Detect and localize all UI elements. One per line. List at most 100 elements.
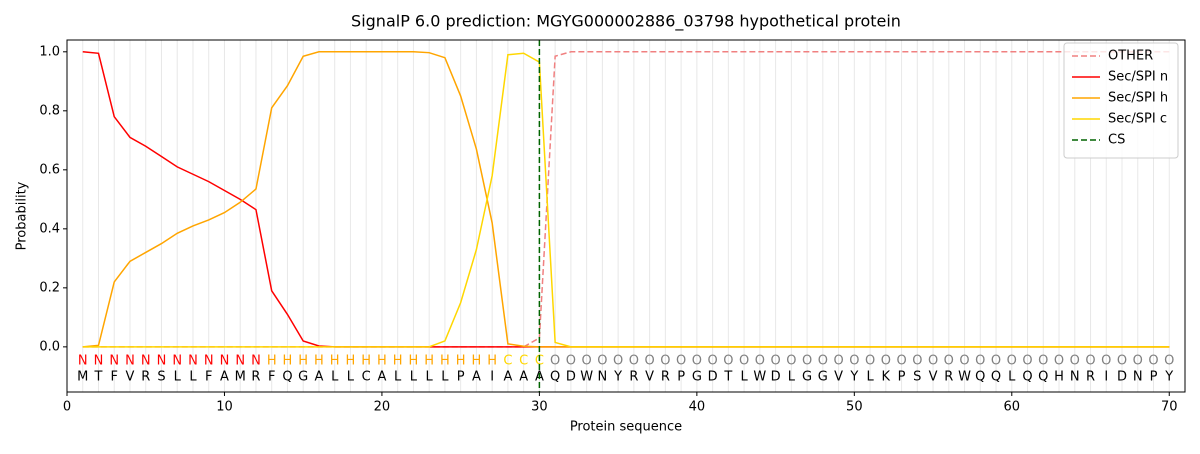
region-label: C bbox=[519, 354, 528, 369]
residue: L bbox=[347, 370, 355, 385]
residue: Q bbox=[975, 370, 985, 385]
region-label: O bbox=[550, 354, 560, 369]
region-label: N bbox=[157, 354, 167, 369]
y-tick-label: 0.8 bbox=[39, 103, 60, 118]
residue: N bbox=[1070, 370, 1080, 385]
region-label: N bbox=[141, 354, 151, 369]
residue: L bbox=[410, 370, 418, 385]
residue: P bbox=[677, 370, 685, 385]
region-label: N bbox=[188, 354, 198, 369]
region-label: O bbox=[1007, 354, 1017, 369]
region-label: O bbox=[1038, 354, 1048, 369]
residue: G bbox=[692, 370, 702, 385]
y-axis-label: Probability bbox=[15, 181, 30, 250]
region-label: O bbox=[660, 354, 670, 369]
region-label: N bbox=[251, 354, 261, 369]
residue: L bbox=[426, 370, 434, 385]
region-label: N bbox=[125, 354, 135, 369]
region-label: O bbox=[770, 354, 780, 369]
residue: P bbox=[457, 370, 465, 385]
region-label: H bbox=[409, 354, 419, 369]
region-label: O bbox=[613, 354, 623, 369]
residue: F bbox=[110, 370, 117, 385]
residue: L bbox=[866, 370, 874, 385]
residue: W bbox=[958, 370, 971, 385]
residue: D bbox=[708, 370, 718, 385]
residue: S bbox=[913, 370, 921, 385]
region-label: O bbox=[1164, 354, 1174, 369]
residue: A bbox=[503, 370, 512, 385]
residue: L bbox=[331, 370, 339, 385]
region-label: N bbox=[94, 354, 104, 369]
region-label: O bbox=[1070, 354, 1080, 369]
residue: R bbox=[251, 370, 260, 385]
series-line bbox=[82, 51, 1170, 348]
region-label: O bbox=[1022, 354, 1032, 369]
x-tick-label: 50 bbox=[846, 400, 863, 415]
residue: W bbox=[580, 370, 593, 385]
region-label: H bbox=[472, 354, 482, 369]
region-label: H bbox=[346, 354, 356, 369]
region-label: O bbox=[975, 354, 985, 369]
residue: M bbox=[77, 370, 88, 385]
region-label: N bbox=[220, 354, 230, 369]
residue: V bbox=[834, 370, 843, 385]
residue: D bbox=[771, 370, 781, 385]
plot-area: NMNTNFNVNRNSNLNLNFNANMNRHFHQHGHAHLHLHCHA… bbox=[77, 40, 1174, 392]
residue: A bbox=[314, 370, 323, 385]
legend-label: OTHER bbox=[1108, 49, 1153, 64]
residue: H bbox=[1054, 370, 1064, 385]
region-label: O bbox=[582, 354, 592, 369]
region-label: O bbox=[676, 354, 686, 369]
residue: F bbox=[205, 370, 212, 385]
x-tick-label: 70 bbox=[1161, 400, 1178, 415]
residue: A bbox=[377, 370, 386, 385]
y-tick-label: 1.0 bbox=[39, 44, 60, 59]
region-label: O bbox=[881, 354, 891, 369]
region-label: O bbox=[566, 354, 576, 369]
region-label: H bbox=[456, 354, 466, 369]
residue: L bbox=[740, 370, 748, 385]
residue: L bbox=[189, 370, 197, 385]
region-label: O bbox=[1101, 354, 1111, 369]
residue: D bbox=[1117, 370, 1127, 385]
region-label: N bbox=[78, 354, 88, 369]
residue: Q bbox=[282, 370, 292, 385]
residue: N bbox=[598, 370, 608, 385]
region-label: O bbox=[802, 354, 812, 369]
residue: L bbox=[174, 370, 182, 385]
y-tick-label: 0.6 bbox=[39, 162, 60, 177]
region-label: O bbox=[1054, 354, 1064, 369]
region-label: O bbox=[818, 354, 828, 369]
residue: G bbox=[298, 370, 308, 385]
series-line bbox=[82, 51, 1170, 348]
region-label: H bbox=[361, 354, 371, 369]
legend: OTHER Sec/SPI n Sec/SPI h Sec/SPI c CS bbox=[1063, 42, 1179, 159]
region-label: O bbox=[597, 354, 607, 369]
region-label: O bbox=[723, 354, 733, 369]
residue: D bbox=[566, 370, 576, 385]
region-label: O bbox=[928, 354, 938, 369]
region-label: O bbox=[1133, 354, 1143, 369]
region-label: H bbox=[283, 354, 293, 369]
residue: I bbox=[490, 370, 494, 385]
residue: F bbox=[268, 370, 275, 385]
residue: S bbox=[157, 370, 165, 385]
residue: R bbox=[661, 370, 670, 385]
region-label: H bbox=[298, 354, 308, 369]
region-label: N bbox=[204, 354, 214, 369]
region-label: H bbox=[487, 354, 497, 369]
x-tick-label: 20 bbox=[374, 400, 391, 415]
residue: I bbox=[1104, 370, 1108, 385]
region-label: O bbox=[707, 354, 717, 369]
residue: Q bbox=[1022, 370, 1032, 385]
residue: L bbox=[788, 370, 796, 385]
region-label: O bbox=[1148, 354, 1158, 369]
legend-label: Sec/SPI n bbox=[1108, 70, 1168, 85]
region-label: O bbox=[896, 354, 906, 369]
region-label: O bbox=[739, 354, 749, 369]
legend-label: Sec/SPI h bbox=[1108, 91, 1168, 106]
x-tick-label: 60 bbox=[1004, 400, 1021, 415]
legend-label: Sec/SPI c bbox=[1108, 112, 1167, 127]
